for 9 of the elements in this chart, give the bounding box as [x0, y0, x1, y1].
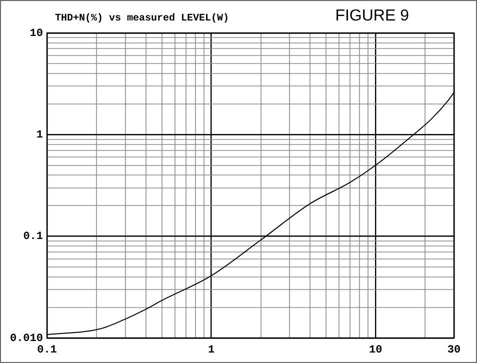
x-tick-label: 1 — [208, 344, 215, 356]
caption: FIGURE 9 — [335, 7, 410, 24]
chart-title: THD+N(%) vs measured LEVEL(W) — [55, 12, 230, 25]
y-tick-label: 0.010 — [10, 332, 43, 345]
x-tick-label: 30 — [447, 344, 461, 356]
y-tick-label: 1 — [36, 129, 44, 142]
y-tick-label: 10 — [30, 28, 43, 40]
y-tick-label: 0.1 — [23, 231, 44, 244]
x-tick-label: 10 — [369, 344, 382, 356]
